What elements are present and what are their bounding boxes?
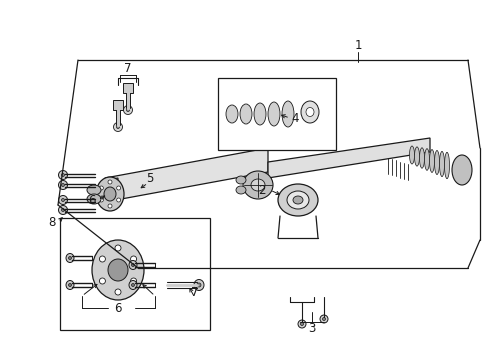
Ellipse shape — [58, 180, 68, 189]
Ellipse shape — [123, 105, 132, 114]
Text: 8: 8 — [49, 216, 56, 229]
Ellipse shape — [131, 264, 134, 266]
Text: 6: 6 — [114, 302, 122, 315]
Ellipse shape — [415, 147, 419, 166]
Ellipse shape — [430, 150, 435, 172]
Text: 3: 3 — [308, 321, 316, 334]
Ellipse shape — [117, 126, 120, 129]
Ellipse shape — [62, 174, 65, 176]
Ellipse shape — [197, 283, 201, 287]
Ellipse shape — [278, 184, 318, 216]
Ellipse shape — [287, 191, 309, 209]
Ellipse shape — [99, 198, 103, 202]
Ellipse shape — [115, 289, 121, 295]
Ellipse shape — [424, 149, 430, 170]
Bar — [60, 218, 210, 330]
Bar — [123, 83, 133, 93]
Ellipse shape — [131, 256, 137, 262]
Polygon shape — [268, 138, 430, 178]
Ellipse shape — [87, 185, 101, 195]
Ellipse shape — [419, 148, 424, 168]
Ellipse shape — [129, 261, 137, 270]
Ellipse shape — [282, 101, 294, 127]
Ellipse shape — [87, 194, 101, 204]
Ellipse shape — [115, 245, 121, 251]
Ellipse shape — [66, 280, 74, 289]
Ellipse shape — [62, 198, 65, 202]
Ellipse shape — [108, 259, 128, 281]
Text: 1: 1 — [354, 39, 362, 51]
Ellipse shape — [99, 278, 105, 284]
Ellipse shape — [58, 195, 68, 204]
Ellipse shape — [117, 186, 121, 190]
Ellipse shape — [131, 284, 134, 287]
Ellipse shape — [131, 278, 137, 284]
Ellipse shape — [117, 198, 121, 202]
Ellipse shape — [99, 256, 105, 262]
Ellipse shape — [320, 315, 328, 323]
Ellipse shape — [226, 105, 238, 123]
Ellipse shape — [444, 152, 449, 179]
Ellipse shape — [62, 184, 65, 186]
Text: 2: 2 — [258, 184, 266, 197]
Ellipse shape — [298, 320, 306, 328]
Ellipse shape — [410, 146, 415, 164]
Ellipse shape — [58, 171, 68, 180]
Ellipse shape — [104, 187, 116, 201]
Bar — [113, 100, 123, 110]
Ellipse shape — [108, 180, 112, 184]
Ellipse shape — [440, 152, 444, 177]
Ellipse shape — [322, 318, 325, 320]
Polygon shape — [105, 178, 118, 202]
Ellipse shape — [126, 108, 129, 112]
Ellipse shape — [243, 171, 273, 199]
Ellipse shape — [62, 208, 65, 212]
Ellipse shape — [251, 179, 265, 191]
Polygon shape — [105, 148, 268, 202]
Text: 6: 6 — [88, 194, 96, 207]
Ellipse shape — [240, 104, 252, 124]
Ellipse shape — [306, 108, 314, 117]
Ellipse shape — [99, 186, 103, 190]
Ellipse shape — [254, 103, 266, 125]
Ellipse shape — [114, 122, 122, 131]
Ellipse shape — [300, 323, 303, 325]
Ellipse shape — [452, 155, 472, 185]
Text: 7: 7 — [191, 285, 199, 298]
Bar — [218, 78, 336, 150]
Ellipse shape — [92, 240, 144, 300]
Ellipse shape — [58, 206, 68, 215]
Ellipse shape — [129, 280, 137, 289]
Text: 4: 4 — [291, 112, 299, 125]
Ellipse shape — [301, 101, 319, 123]
Ellipse shape — [108, 204, 112, 208]
Ellipse shape — [194, 279, 204, 291]
Text: 5: 5 — [147, 171, 154, 185]
Ellipse shape — [236, 176, 246, 184]
Ellipse shape — [96, 177, 124, 211]
Ellipse shape — [435, 150, 440, 175]
Ellipse shape — [268, 102, 280, 126]
Text: 7: 7 — [124, 62, 132, 75]
Ellipse shape — [293, 196, 303, 204]
Ellipse shape — [69, 256, 72, 260]
Ellipse shape — [66, 253, 74, 262]
Ellipse shape — [236, 186, 246, 194]
Ellipse shape — [69, 284, 72, 287]
